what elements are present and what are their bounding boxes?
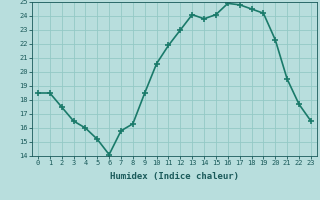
X-axis label: Humidex (Indice chaleur): Humidex (Indice chaleur) bbox=[110, 172, 239, 181]
